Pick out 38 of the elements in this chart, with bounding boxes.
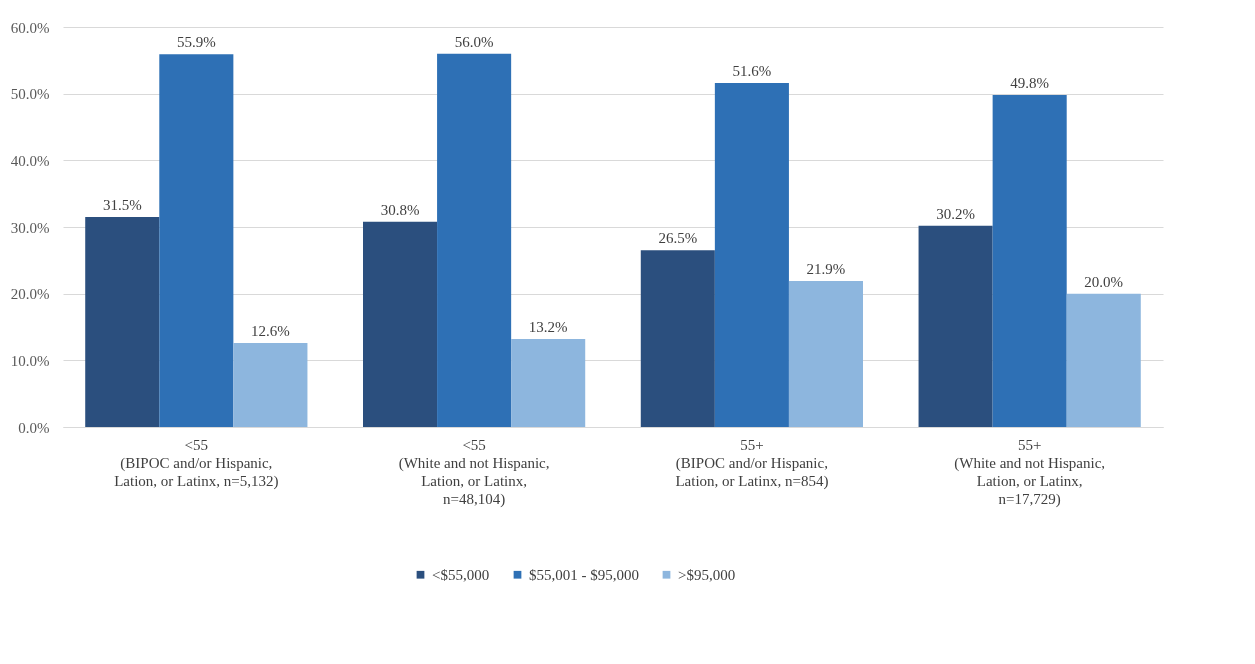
data-label: 55.9% [176,34,216,51]
bar [788,281,863,427]
y-tick-label: 10.0% [10,352,50,369]
bar [714,83,789,427]
data-label: 30.2% [936,205,975,222]
x-tick-label: <55 (White and not Hispanic, Lation, or Latinx, n=48,104) [398,436,550,508]
bar [918,225,993,427]
data-label: 49.8% [1010,75,1050,91]
bar [1066,293,1141,427]
data-label: 30.8% [380,201,420,218]
x-tick-label: 55+ (BIPOC and/or Hispanic, Lation, or Latinx, n=854) [675,436,829,490]
x-tick-label: <55 (BIPOC and/or Hispanic, Lation, or Latinx, n=5,132) [114,436,279,490]
legend-label: $55,001 - $95,000 [529,566,639,583]
y-tick-label: 40.0% [10,152,50,169]
bar [159,54,234,427]
bar [363,221,438,427]
y-tick-label: 50.0% [10,86,50,103]
data-label: 31.5% [102,197,142,213]
data-label: 51.6% [732,63,772,79]
bar [992,95,1067,427]
y-tick-label: 0.0% [18,419,50,436]
legend-label: <$55,000 [432,566,490,583]
legend-label: >$95,000 [678,566,736,583]
data-label: 12.6% [251,323,290,339]
bar [233,343,308,427]
y-tick-label: 30.0% [10,219,50,236]
y-tick-label: 20.0% [10,286,50,303]
data-label: 21.9% [806,261,846,277]
data-label: 26.5% [658,230,698,247]
bar [85,217,160,427]
bar [437,53,512,427]
y-tick-label: 60.0% [10,19,50,36]
data-label: 20.0% [1084,273,1124,290]
x-tick-label: 55+ (White and not Hispanic, Lation, or Latinx, n=17,729) [954,436,1106,508]
bar [640,250,715,427]
bar [511,339,586,427]
data-label: 56.0% [454,33,494,50]
data-label: 13.2% [528,319,568,335]
